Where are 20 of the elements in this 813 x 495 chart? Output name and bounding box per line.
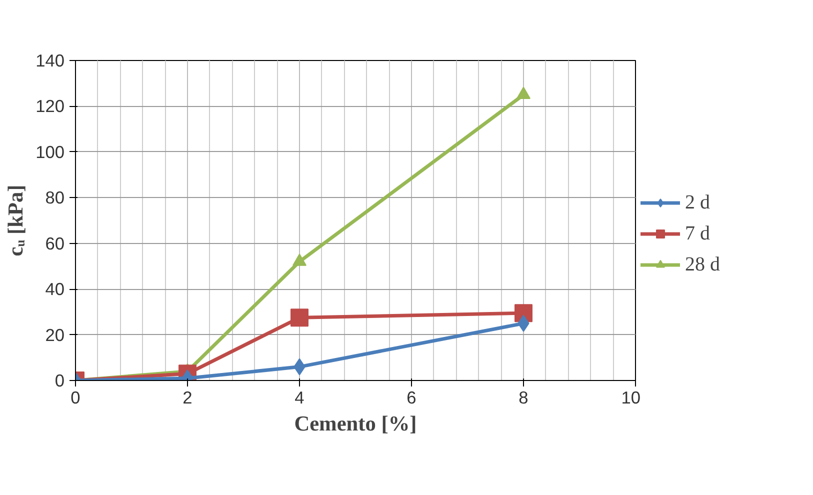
y-tick-label: 20 (45, 324, 65, 345)
y-tick-label: 120 (36, 96, 65, 116)
x-tick-label: 0 (70, 388, 80, 408)
x-tick-label: 2 (182, 388, 192, 408)
y-tick-label: 60 (45, 233, 65, 254)
x-axis-title: Cemento [%] (294, 412, 417, 436)
x-tick-label: 4 (294, 388, 305, 408)
y-tick-label: 140 (36, 50, 65, 70)
y-tick-label: 0 (54, 370, 65, 390)
legend-label: 7 d (685, 222, 710, 245)
y-tick-label: 40 (45, 279, 65, 300)
y-tick-label: 100 (36, 142, 65, 162)
x-tick-label: 10 (621, 388, 641, 408)
x-tick-label: 6 (406, 388, 416, 408)
x-tick-label: 8 (518, 388, 528, 408)
legend-label: 28 d (685, 253, 720, 276)
legend-label: 2 d (685, 191, 710, 214)
y-tick-label: 80 (45, 188, 65, 208)
y-axis-title: cᵤ [kPa] (4, 184, 28, 256)
point (290, 308, 308, 327)
